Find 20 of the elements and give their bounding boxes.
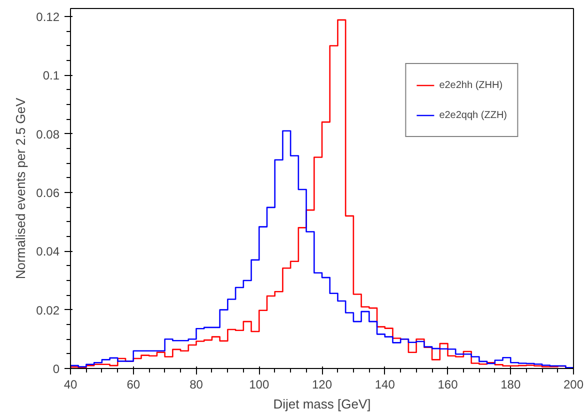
x-tick-label: 60 (126, 378, 140, 392)
x-tick-label: 200 (563, 378, 584, 392)
y-tick-label: 0.08 (36, 127, 60, 142)
y-tick-label: 0.06 (36, 186, 60, 200)
y-tick-label: 0.04 (36, 244, 60, 259)
x-tick-label: 120 (312, 378, 332, 392)
legend-label: e2e2hh (ZHH) (439, 80, 503, 90)
y-tick-label: 0 (52, 362, 60, 376)
y-axis-title: Normalised events per 2.5 GeV (13, 97, 28, 280)
x-axis-title: Dijet mass [GeV] (273, 396, 371, 412)
x-tick-label: 40 (64, 378, 78, 392)
x-tick-label: 100 (249, 378, 270, 392)
x-tick-label: 180 (500, 378, 521, 392)
y-tick-label: 0.02 (36, 303, 60, 318)
y-tick-label: 0.12 (36, 10, 60, 24)
x-tick-label: 80 (190, 378, 204, 392)
y-tick-label: 0.1 (42, 68, 60, 83)
x-tick-label: 160 (438, 378, 458, 392)
x-tick-label: 140 (374, 378, 396, 392)
legend-label: e2e2qqh (ZZH) (439, 110, 507, 120)
